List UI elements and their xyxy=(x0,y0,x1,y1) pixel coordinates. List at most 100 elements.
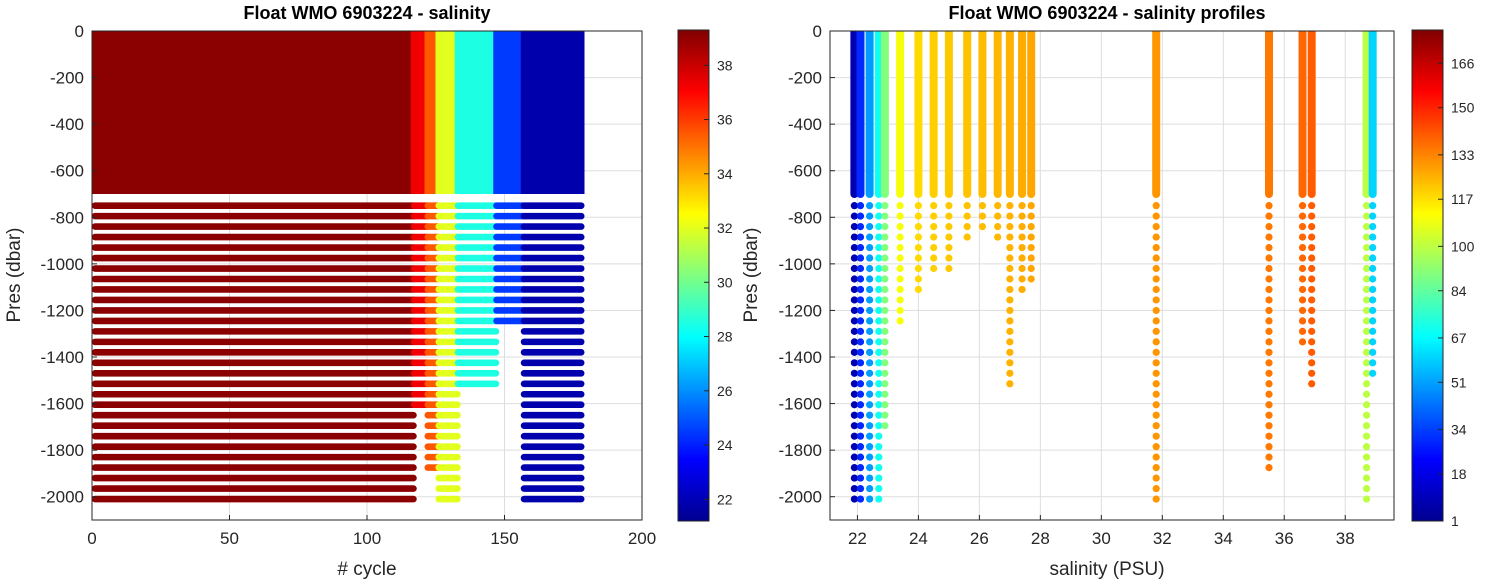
right-axes-box xyxy=(829,30,1395,521)
salinity-point-row xyxy=(435,307,461,314)
x-tick-label: 30 xyxy=(1092,529,1111,548)
right-x-ticks: 22 24 26 28 30 32 34 36 38 xyxy=(848,515,1355,548)
y-tick-label: -1200 xyxy=(41,301,84,320)
profile-point xyxy=(1006,212,1014,220)
salinity-point-row xyxy=(454,296,500,304)
profile-point xyxy=(856,233,865,241)
salinity-point-row xyxy=(454,244,500,251)
salinity-point-row xyxy=(92,223,417,230)
profile-point xyxy=(1265,348,1273,356)
left-colorbar-ticks: 38 36 34 32 30 28 26 24 22 xyxy=(704,57,733,507)
salinity-point-row xyxy=(520,275,585,283)
salinity-point-row xyxy=(520,265,585,272)
profile-point xyxy=(850,223,858,231)
profile-point xyxy=(856,243,865,252)
x-tick-label: 38 xyxy=(1336,529,1355,548)
salinity-point-row xyxy=(92,338,417,346)
profile-point xyxy=(856,202,865,210)
salinity-point-row xyxy=(454,265,500,272)
salinity-point-row xyxy=(92,485,417,492)
profile-point xyxy=(1027,243,1035,252)
right-y-ticks: 0 -200 -400 -600 -800 -1000 -1200 -1400 -1600 -18… xyxy=(779,22,835,507)
profile-point xyxy=(1006,202,1014,210)
profile-point xyxy=(1018,275,1026,283)
profile-point xyxy=(896,202,904,210)
profile-point xyxy=(1369,243,1377,252)
profile-point xyxy=(963,223,971,231)
salinity-point-row xyxy=(454,275,500,283)
profile-point xyxy=(1027,212,1035,220)
profile-point xyxy=(850,369,858,377)
profile-point xyxy=(945,233,953,241)
profile-point xyxy=(896,223,904,231)
y-tick-label: -600 xyxy=(788,162,822,181)
salinity-point-row xyxy=(454,338,500,346)
profile-point xyxy=(1265,359,1273,367)
profile-point xyxy=(1152,484,1160,493)
y-tick-label: -1000 xyxy=(779,255,822,274)
profile-point xyxy=(1369,306,1377,315)
salinity-point-row xyxy=(493,244,527,251)
profile-point xyxy=(1298,296,1307,304)
salinity-point-row xyxy=(92,390,417,398)
salinity-point-row xyxy=(520,370,585,377)
profile-point xyxy=(881,212,889,220)
profile-point xyxy=(896,254,904,262)
y-tick-label: -1800 xyxy=(41,441,84,460)
profile-point xyxy=(875,306,883,315)
profile-point xyxy=(1298,306,1307,315)
profile-point xyxy=(875,453,883,461)
profile-point xyxy=(1152,411,1160,419)
profile-point xyxy=(856,317,865,325)
colorbar-tick-label: 166 xyxy=(1451,55,1475,71)
salinity-block xyxy=(454,31,500,194)
profile-point xyxy=(1027,254,1035,262)
y-tick-label: -1600 xyxy=(779,395,822,414)
profile-point xyxy=(856,453,865,461)
salinity-point-row xyxy=(92,370,417,377)
profile-point xyxy=(914,264,923,273)
profile-point xyxy=(1298,212,1307,220)
profile-point xyxy=(945,223,953,231)
profile-point xyxy=(1308,348,1316,356)
salinity-point-row xyxy=(493,254,527,262)
profile-point xyxy=(1362,348,1371,356)
salinity-point-row xyxy=(435,223,461,230)
colorbar-tick-label: 84 xyxy=(1451,283,1467,299)
colorbar-tick-label: 26 xyxy=(717,383,733,399)
profile-point xyxy=(856,223,865,231)
profile-point xyxy=(1152,285,1160,294)
profile-point xyxy=(896,296,904,304)
profile-point xyxy=(1018,243,1026,252)
profile-point xyxy=(1362,327,1371,335)
profile-point xyxy=(1018,212,1026,220)
profile-point xyxy=(856,369,865,377)
salinity-point-row xyxy=(520,223,585,230)
profile-point xyxy=(1152,464,1160,472)
profile-point xyxy=(1369,254,1377,262)
profile-point xyxy=(1027,223,1035,231)
salinity-point-row xyxy=(454,212,500,220)
profile-point xyxy=(1308,369,1316,377)
salinity-point-row xyxy=(520,401,585,409)
salinity-point-row xyxy=(520,443,585,450)
profile-point xyxy=(856,296,865,304)
profile-point xyxy=(896,306,904,315)
colorbar-tick-label: 30 xyxy=(717,274,733,290)
salinity-point-row xyxy=(454,380,500,388)
profile-point xyxy=(1265,202,1273,210)
profile-point xyxy=(1369,223,1377,231)
profile-point xyxy=(1152,243,1160,252)
profile-point xyxy=(1369,369,1377,377)
profile-point xyxy=(856,285,865,294)
salinity-point-row xyxy=(435,453,461,461)
profile-point xyxy=(875,338,883,346)
profile-point xyxy=(856,275,865,283)
colorbar-tick-label: 67 xyxy=(1451,330,1467,346)
salinity-point-row xyxy=(92,349,417,356)
salinity-point-row xyxy=(435,286,461,293)
profile-point xyxy=(881,202,889,210)
salinity-point-row xyxy=(92,359,417,367)
salinity-point-row xyxy=(435,474,461,482)
salinity-point-row xyxy=(435,296,461,304)
